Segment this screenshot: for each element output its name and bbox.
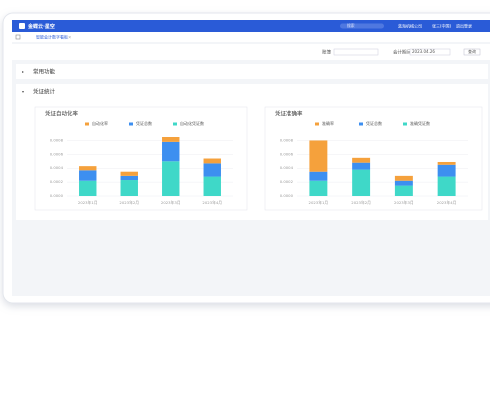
bar-segment: [79, 166, 97, 171]
legend-swatch: [315, 122, 319, 126]
bar-segment: [352, 162, 371, 170]
chart-title: 凭证准确率: [275, 110, 303, 118]
book-input[interactable]: [333, 48, 379, 56]
logo-icon: [19, 23, 25, 29]
x-tick-label: 2023年3月: [394, 200, 414, 205]
x-tick-label: 2023年4月: [202, 200, 222, 205]
query-button[interactable]: [463, 48, 481, 56]
bar-segment: [394, 185, 413, 196]
y-tick-label: 0.0000: [50, 193, 64, 198]
legend-label: 准确凭证数: [410, 120, 430, 126]
bar-segment: [309, 180, 328, 196]
y-tick-label: 0.0004: [50, 165, 64, 170]
bar-segment: [203, 163, 221, 177]
bar-segment: [394, 175, 413, 181]
bar-segment: [162, 161, 180, 196]
filter-label: 会计期间: [393, 49, 411, 56]
search-placeholder: 搜索: [347, 23, 355, 28]
search-box[interactable]: [340, 23, 384, 29]
bar-segment: [120, 175, 138, 181]
section-title: 凭证统计: [33, 88, 56, 96]
y-tick-label: 0.0002: [280, 179, 294, 184]
bar-segment: [79, 180, 97, 196]
x-tick-label: 2023年1月: [309, 200, 329, 205]
bar-segment: [120, 180, 138, 196]
filter-bar: [12, 44, 490, 60]
x-tick-label: 2023年2月: [119, 200, 139, 205]
bar-segment: [437, 164, 456, 177]
bar-segment: [352, 169, 371, 196]
legend-label: 凭证总数: [136, 120, 152, 126]
logo: 金蝶云·星空: [27, 23, 55, 30]
bar-segment: [437, 176, 456, 196]
bar-segment: [309, 140, 328, 172]
tab[interactable]: 智能会计数字看板: [36, 34, 68, 40]
legend-swatch: [359, 122, 363, 126]
query-label: 查询: [468, 48, 476, 54]
home-icon[interactable]: [15, 34, 21, 40]
legend-swatch: [403, 122, 407, 126]
x-tick-label: 2023年3月: [161, 200, 181, 205]
bar-segment: [120, 171, 138, 176]
period-input[interactable]: [409, 48, 451, 56]
legend-swatch: [85, 122, 89, 126]
y-tick-label: 0.0008: [280, 137, 294, 142]
tab-close[interactable]: ×: [68, 35, 71, 40]
x-tick-label: 2023年2月: [351, 200, 371, 205]
legend-swatch: [129, 122, 133, 126]
x-tick-label: 2023年4月: [437, 200, 457, 205]
y-tick-label: 0.0008: [50, 137, 64, 142]
bar-segment: [352, 157, 371, 163]
bar-segment: [394, 180, 413, 186]
bar-segment: [79, 170, 97, 181]
y-tick-label: 0.0000: [280, 193, 294, 198]
bar-segment: [162, 141, 180, 162]
top-bar: [12, 20, 490, 32]
filter-label: 账簿: [322, 49, 331, 56]
caret[interactable]: ▸: [22, 69, 24, 74]
caret[interactable]: ▾: [22, 89, 24, 94]
bar-segment: [309, 171, 328, 181]
legend-label: 自动化凭证数: [180, 120, 204, 126]
bar-segment: [437, 161, 456, 165]
section-title: 常用功能: [33, 68, 56, 76]
period-value: 2023.04.26: [412, 49, 435, 54]
bar-segment: [203, 176, 221, 196]
chart-title: 凭证自动化率: [45, 110, 79, 118]
tab-bar: [12, 32, 490, 42]
bar-segment: [203, 158, 221, 164]
legend-swatch: [173, 122, 177, 126]
y-tick-label: 0.0002: [50, 179, 64, 184]
y-tick-label: 0.0006: [280, 151, 294, 156]
legend-label: 凭证总数: [366, 120, 382, 126]
bar-segment: [162, 137, 180, 142]
y-tick-label: 0.0006: [50, 151, 64, 156]
logout[interactable]: 退出登录: [456, 23, 472, 29]
legend-label: 准确率: [322, 120, 334, 126]
y-tick-label: 0.0004: [280, 165, 294, 170]
legend-label: 自动化率: [92, 120, 108, 126]
company: 蓝海机械公司: [398, 23, 422, 29]
user: 张三(中国): [432, 23, 452, 29]
section-row: [16, 64, 488, 79]
x-tick-label: 2023年1月: [78, 200, 98, 205]
